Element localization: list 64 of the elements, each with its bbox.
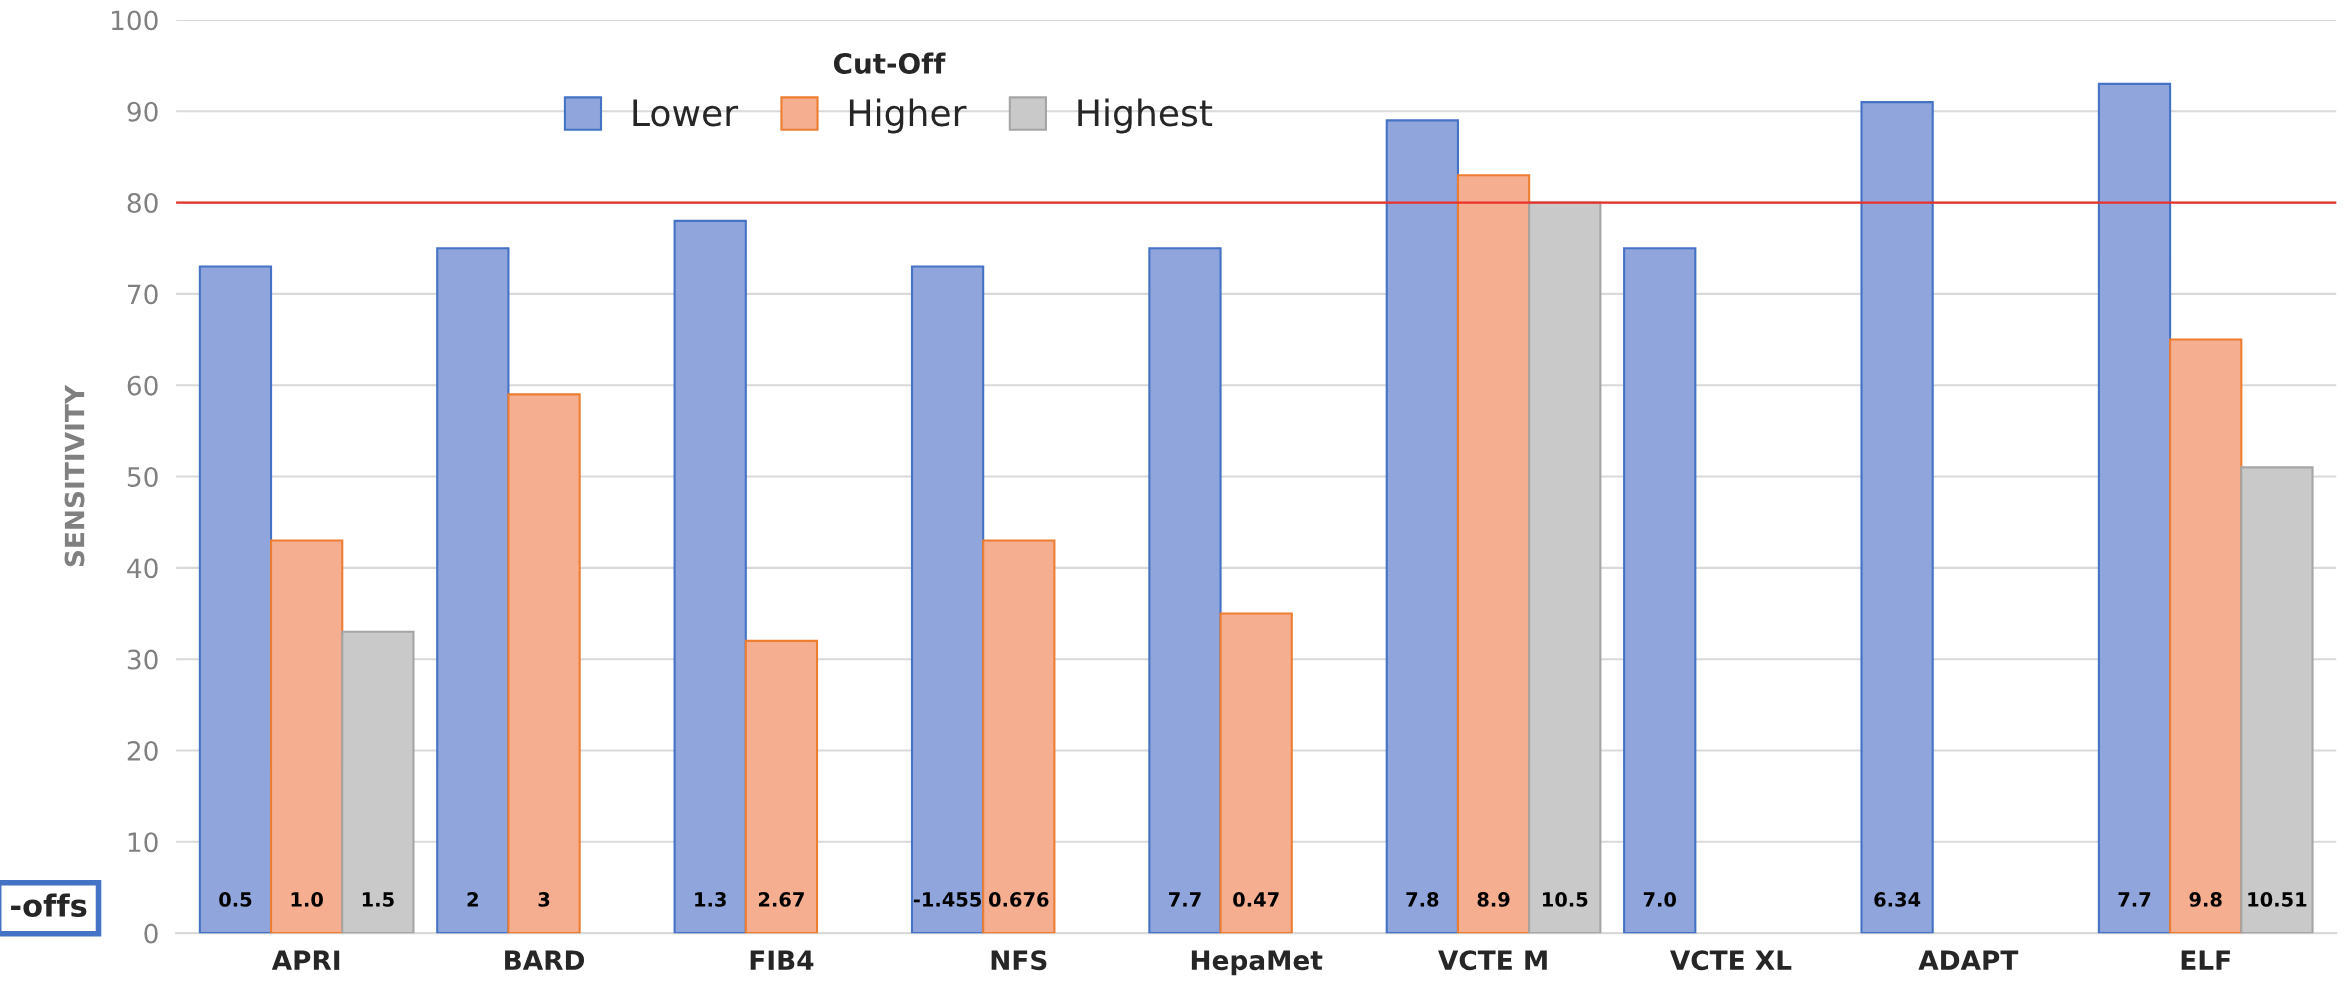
y-tick-label: 50 — [127, 466, 158, 487]
annotation: 0.47 — [1233, 892, 1279, 907]
y-tick-label: 20 — [127, 740, 158, 761]
annotation: 0.676 — [988, 892, 1049, 907]
annotation: 7.0 — [1643, 892, 1677, 907]
annotation: 7.7 — [2118, 892, 2151, 907]
x-tick-label: VCTE M — [1438, 950, 1547, 971]
x-tick-label: FIB4 — [750, 950, 814, 970]
bar — [270, 539, 344, 934]
x-tick-label: APRI — [271, 950, 340, 970]
bar — [1528, 201, 1602, 934]
bar — [198, 265, 273, 934]
x-tick-label: VCTE XL — [1669, 950, 1792, 971]
y-tick-label: 0 — [144, 923, 158, 944]
bar — [341, 630, 415, 934]
annotation: 2.67 — [758, 892, 804, 907]
y-tick-label: 100 — [111, 10, 158, 31]
annotation: 9.8 — [2189, 892, 2222, 907]
x-tick-label: NFS — [991, 950, 1047, 971]
y-tick-label: 60 — [127, 375, 158, 396]
annotation: 2 — [467, 892, 478, 907]
x-tick-label: BARD — [505, 950, 585, 970]
legend-title: Cut-Off — [833, 52, 946, 74]
bar — [436, 247, 510, 934]
bar — [507, 393, 581, 934]
annotation: 1.0 — [291, 892, 323, 907]
bar — [1385, 119, 1459, 934]
annotation: 10.5 — [1542, 892, 1588, 907]
annotation: -1.455 — [913, 892, 982, 907]
x-tick-label: ADAPT — [1918, 950, 2019, 970]
text: -offs — [11, 893, 87, 918]
annotation: 0.5 — [219, 892, 252, 907]
bar — [744, 639, 819, 934]
legend-label: Lower — [633, 99, 739, 127]
bar — [2240, 466, 2314, 934]
y-axis-title: SENSITIVITY — [64, 384, 85, 567]
x-tick-label: HepaMet — [1191, 950, 1323, 976]
bar — [1456, 174, 1531, 934]
legend-label: Highest — [1078, 98, 1213, 134]
y-tick-label: 70 — [128, 284, 158, 305]
y-tick-label: 30 — [127, 649, 158, 670]
y-tick-label: 10 — [128, 832, 158, 853]
annotation: 6.34 — [1874, 892, 1921, 907]
y-tick-label: 90 — [127, 101, 158, 122]
bar — [2169, 338, 2243, 934]
bar — [982, 539, 1056, 934]
bar — [2097, 82, 2172, 934]
bar — [1219, 612, 1293, 934]
bar — [1860, 101, 1934, 934]
bar — [673, 219, 747, 934]
legend-label: Higher — [849, 98, 967, 134]
x-tick-label: ELF — [2181, 950, 2230, 970]
annotation: 3 — [538, 892, 550, 907]
annotation: 10.51 — [2248, 892, 2307, 907]
annotation: 7.8 — [1406, 892, 1439, 907]
bar — [1623, 247, 1697, 934]
annotation: 7.7 — [1169, 892, 1201, 907]
annotation: 8.9 — [1477, 892, 1510, 907]
annotation: 1.5 — [362, 892, 394, 907]
y-tick-label: 80 — [127, 193, 158, 213]
annotation: 1.3 — [695, 892, 726, 907]
y-tick-label: 40 — [127, 558, 158, 579]
bar — [1148, 247, 1222, 934]
bar — [910, 265, 985, 934]
